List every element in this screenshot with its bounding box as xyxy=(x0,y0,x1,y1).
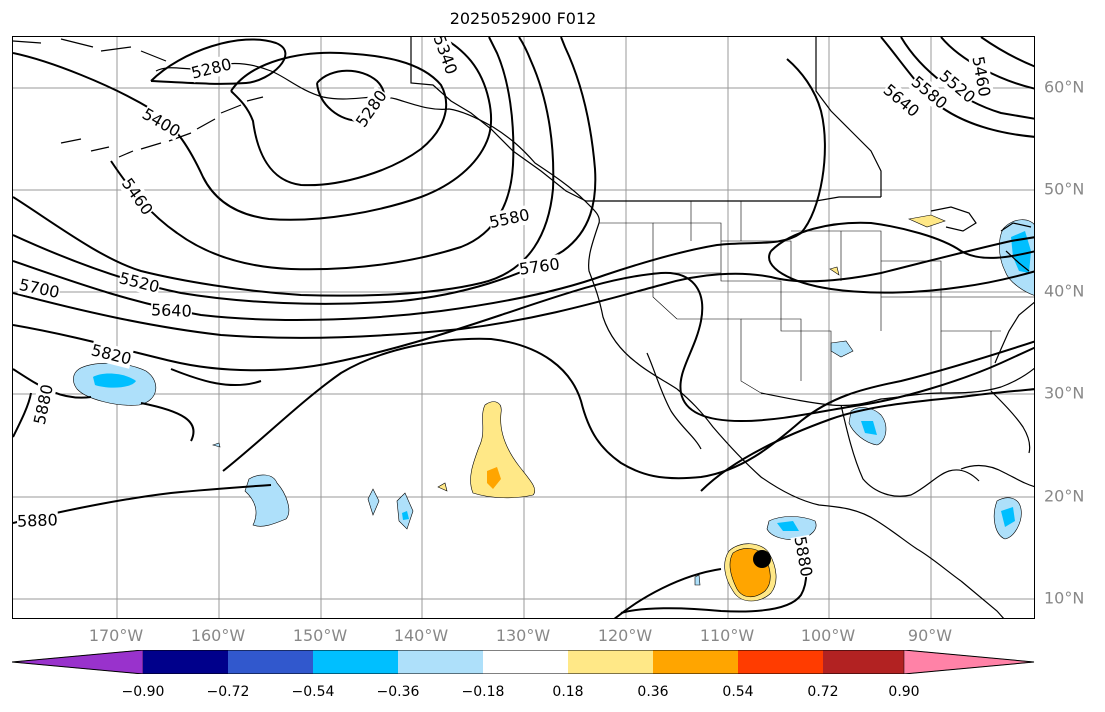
contour-label: 5340 xyxy=(429,37,462,77)
siberia-coast xyxy=(13,38,167,62)
shade-blue-dot-1 xyxy=(211,442,221,448)
longitude-label: 120°W xyxy=(597,626,653,645)
colorbar-segment xyxy=(568,650,653,674)
contour-5700 xyxy=(13,236,1034,339)
shade-blue-small-1 xyxy=(367,488,380,516)
shade-orange-pacific xyxy=(487,467,501,489)
greatlakes-outline xyxy=(930,206,1032,272)
contour-label: 5400 xyxy=(138,104,184,141)
cuba xyxy=(960,464,1034,488)
contour-5760 xyxy=(13,271,1034,423)
colorbar-segment xyxy=(738,650,823,674)
shade-blue-hawaii xyxy=(244,474,290,527)
colorbar-tick-label: 0.18 xyxy=(552,684,584,700)
colorbar-tick-label: 0.90 xyxy=(888,684,920,700)
contour-label: 5280 xyxy=(351,86,391,131)
alaska-coast xyxy=(155,62,600,224)
shade-yellow-tiny xyxy=(437,482,448,492)
shade-yellow-pacific xyxy=(470,401,536,499)
contour-label: 5820 xyxy=(89,340,134,369)
longitude-label: 100°W xyxy=(800,626,856,645)
colorbar-segment xyxy=(483,650,568,674)
hudson-bay xyxy=(815,37,882,197)
shade-yellow-lakesuperior xyxy=(907,214,946,228)
latitude-label: 40°N xyxy=(1044,281,1085,301)
baja-mexico xyxy=(646,352,962,582)
shade-deepblue-pacific-west xyxy=(93,373,136,388)
colorbar-segment xyxy=(398,650,483,674)
latitude-label: 50°N xyxy=(1044,179,1085,199)
height-contours xyxy=(13,37,1034,618)
contour-5640 xyxy=(13,58,826,321)
shade-deepblue-caribbean xyxy=(1001,507,1015,527)
us-west-coast xyxy=(588,222,678,390)
contour-5880-west xyxy=(13,392,32,438)
longitude-label: 140°W xyxy=(393,626,449,645)
longitude-label: 110°W xyxy=(699,626,755,645)
map-frame: 5280 5280 5340 5400 5460 5520 5580 5640 … xyxy=(12,36,1035,619)
contour-label: 5700 xyxy=(17,274,62,303)
shade-deepblue-small-2 xyxy=(402,511,409,520)
colorbar-tick-label: 0.54 xyxy=(722,684,754,700)
contour-5820-ridge xyxy=(222,337,1034,480)
contour-label: 5280 xyxy=(189,54,234,83)
colorbar-tick-label: −0.36 xyxy=(376,684,420,700)
mexico-gulf-coast xyxy=(840,404,980,497)
latitude-label: 30°N xyxy=(1044,383,1085,403)
contour-5460 xyxy=(110,37,515,271)
shade-deepblue-mexico-coast xyxy=(777,521,799,531)
contour-5880-mexico xyxy=(700,388,1034,492)
colorbar-tick-label: 0.36 xyxy=(637,684,669,700)
colorbar-tick-label: −0.72 xyxy=(206,684,250,700)
coastlines xyxy=(13,37,1034,618)
colorbar-tick-label: −0.18 xyxy=(461,684,505,700)
shade-deepblue-gulf xyxy=(861,421,877,435)
shade-blue-small-2 xyxy=(396,492,414,530)
colorbar-segment xyxy=(903,650,1035,674)
longitude-label: 130°W xyxy=(495,626,551,645)
latitude-label: 20°N xyxy=(1044,486,1085,506)
colorbar-tick-label: −0.54 xyxy=(291,684,335,700)
shade-deepblue-greatlakes xyxy=(1011,231,1031,273)
longitude-label: 90°W xyxy=(907,626,953,645)
contour-label: 5520 xyxy=(117,268,162,297)
colorbar-outline xyxy=(12,650,1035,674)
contour-label: 5640 xyxy=(150,300,193,321)
contour-label: 5880 xyxy=(790,534,817,579)
colorbar-segment xyxy=(228,650,313,674)
contour-label: 5880 xyxy=(29,382,57,427)
map-title: 2025052900 F012 xyxy=(449,9,597,28)
colorbar-tick-label: −0.90 xyxy=(121,684,165,700)
central-america xyxy=(960,580,1005,618)
shaded-areas xyxy=(73,214,1034,602)
latitude-label: 60°N xyxy=(1044,77,1085,97)
longitude-label: 170°W xyxy=(88,626,144,645)
colorbar-segment xyxy=(313,650,398,674)
contour-5340 xyxy=(230,51,448,187)
colorbar-segment xyxy=(143,650,228,674)
contour-5760-low xyxy=(768,221,1034,294)
contour-label: 5760 xyxy=(517,254,561,279)
shade-blue-dot-2 xyxy=(694,574,701,586)
colorbar-segment xyxy=(823,650,904,674)
map-canvas xyxy=(13,37,1034,618)
colorbar-tick-label: 0.72 xyxy=(807,684,839,700)
contour-ne-4 xyxy=(980,37,1034,68)
contour-label: 5460 xyxy=(117,174,157,219)
shade-yellow-small-midwest xyxy=(829,266,840,276)
contour-label-layer: 5280 5280 5340 5400 5460 5520 5580 5640 … xyxy=(13,37,1034,618)
colorbar xyxy=(12,650,1035,674)
colorbar-segment xyxy=(12,650,144,674)
graticule xyxy=(13,37,1034,618)
contour-5280-a xyxy=(150,38,287,85)
contour-5520 xyxy=(13,37,555,297)
longitude-label: 150°W xyxy=(292,626,348,645)
colorbar-segment xyxy=(653,650,738,674)
longitude-label: 160°W xyxy=(190,626,246,645)
latitude-label: 10°N xyxy=(1044,588,1085,608)
contour-label: 5880 xyxy=(16,510,59,531)
contour-label: 5580 xyxy=(487,204,532,233)
florida xyxy=(990,390,1031,454)
black-dot-marker xyxy=(753,550,771,568)
